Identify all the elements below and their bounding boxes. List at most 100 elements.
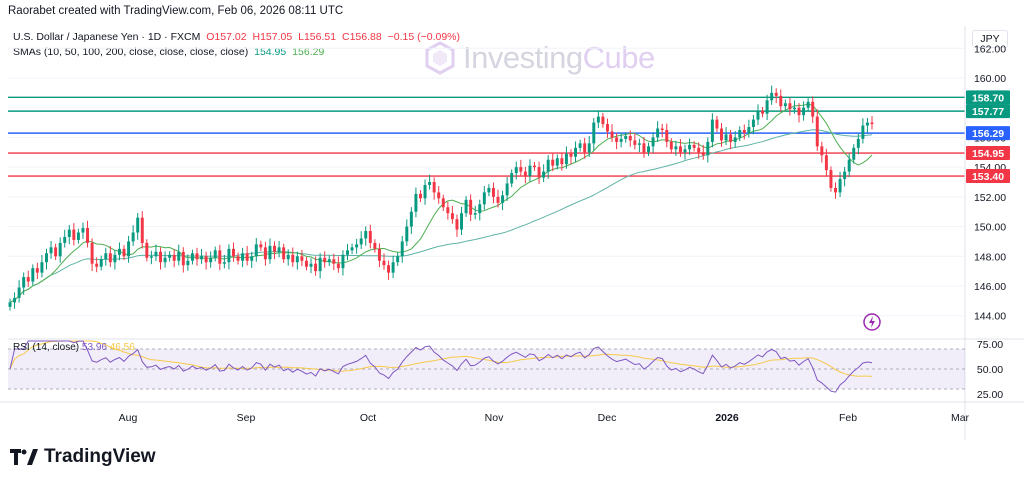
- candle-body: [273, 245, 277, 252]
- candle-body: [742, 130, 746, 133]
- candle-body: [67, 229, 71, 237]
- candle-body: [113, 254, 117, 263]
- candle-body: [464, 199, 468, 214]
- candle-body: [95, 263, 99, 267]
- candle-body: [54, 247, 58, 257]
- candle-body: [838, 179, 842, 193]
- candle-body: [309, 263, 313, 267]
- candle-body: [368, 231, 372, 243]
- created-by-caption: Raorabet created with TradingView.com, F…: [8, 5, 344, 17]
- rsi-label[interactable]: RSI (14, close): [13, 342, 80, 353]
- y-tick-label: 148.00: [974, 251, 1006, 263]
- candle-body: [117, 248, 121, 255]
- currency-selector[interactable]: JPY: [972, 30, 1008, 48]
- candle-body: [642, 143, 646, 153]
- candle-body: [637, 143, 641, 145]
- y-tick-label: 160.00: [974, 73, 1006, 85]
- watermark-text-2: Cube: [582, 40, 656, 75]
- level-label: 157.77: [972, 106, 1004, 118]
- candle-body: [450, 213, 454, 220]
- candle-body: [478, 204, 482, 214]
- candle-body: [701, 152, 705, 156]
- candle-body: [409, 211, 413, 227]
- candle-body: [314, 263, 318, 272]
- candle-body: [154, 251, 158, 257]
- x-tick-label: Mar: [951, 412, 970, 424]
- sma-slow-line: [9, 129, 873, 303]
- candle-body: [592, 122, 596, 144]
- candle-body: [523, 171, 527, 177]
- candle-body: [674, 146, 678, 150]
- level-tag: [966, 126, 1010, 141]
- candle-body: [35, 268, 39, 273]
- candle-body: [222, 262, 226, 264]
- candle-body: [806, 101, 810, 108]
- candle-body: [181, 251, 185, 266]
- candle-body: [473, 213, 477, 215]
- ohlc-high: H157.05: [252, 31, 293, 43]
- candle-body: [533, 165, 536, 168]
- tradingview-brand: TradingView: [44, 446, 156, 467]
- candle-body: [834, 187, 837, 193]
- sma-legend[interactable]: SMAs (10, 50, 100, 200, close, close, cl…: [13, 46, 327, 58]
- candle-body: [163, 257, 167, 263]
- symbol-name[interactable]: U.S. Dollar / Japanese Yen · 1D · FXCM: [13, 31, 201, 43]
- candle-body: [428, 182, 432, 185]
- rsi-legend[interactable]: RSI (14, close) 53.96 46.56: [13, 342, 135, 353]
- candle-body: [286, 254, 290, 260]
- candle-body: [377, 248, 381, 261]
- candle-body: [496, 196, 500, 203]
- x-tick-label: Sep: [237, 412, 256, 424]
- candle-body: [300, 256, 304, 261]
- price-chart[interactable]: 162.00160.00158.00156.00154.00152.00150.…: [0, 0, 1024, 440]
- sma-value-2: 156.29: [292, 46, 325, 58]
- level-tag: [966, 146, 1010, 161]
- candle-body: [86, 228, 90, 243]
- candle-body: [414, 193, 418, 212]
- x-tick-label: Aug: [119, 412, 138, 424]
- candle-body: [729, 134, 733, 142]
- candle-body: [733, 137, 737, 142]
- candle-body: [765, 100, 769, 114]
- candle-body: [446, 207, 450, 214]
- candle-body: [350, 247, 354, 251]
- candle-body: [423, 184, 427, 199]
- investingcube-watermark: InvestingCube: [425, 40, 655, 76]
- rsi-value: 53.96: [81, 342, 107, 353]
- sma-label[interactable]: SMAs (10, 50, 100, 200, close, close, cl…: [13, 46, 249, 58]
- candle-body: [583, 143, 587, 153]
- level-tag: [966, 104, 1010, 119]
- candle-body: [724, 134, 728, 141]
- candle-body: [72, 229, 76, 240]
- candle-body: [788, 103, 792, 110]
- tradingview-logo-icon: [10, 449, 38, 465]
- candle-body: [432, 182, 436, 193]
- candle-body: [40, 262, 44, 273]
- candle-body: [792, 107, 796, 110]
- candle-body: [756, 110, 760, 120]
- candle-body: [49, 247, 53, 254]
- candle-body: [555, 158, 559, 166]
- candle-body: [564, 153, 568, 165]
- candle-body: [861, 125, 865, 139]
- candle-body: [359, 238, 363, 245]
- candle-body: [706, 141, 710, 156]
- candle-body: [13, 297, 17, 303]
- candle-body: [405, 226, 409, 242]
- symbol-legend[interactable]: U.S. Dollar / Japanese Yen · 1D · FXCM O…: [13, 31, 463, 43]
- candle-body: [195, 253, 199, 260]
- candle-body: [99, 259, 103, 267]
- candle-body: [688, 144, 692, 150]
- candle-body: [387, 265, 391, 273]
- candle-body: [136, 217, 140, 233]
- flash-icon[interactable]: [862, 312, 882, 332]
- candle-body: [355, 244, 359, 248]
- candle-body: [204, 256, 208, 263]
- candle-body: [131, 232, 135, 242]
- candle-body: [227, 248, 231, 263]
- candle-body: [22, 277, 26, 288]
- tradingview-logo[interactable]: TradingView: [10, 446, 156, 468]
- candle-body: [491, 187, 495, 197]
- rsi-tick-label: 25.00: [977, 389, 1003, 401]
- candle-body: [820, 146, 824, 156]
